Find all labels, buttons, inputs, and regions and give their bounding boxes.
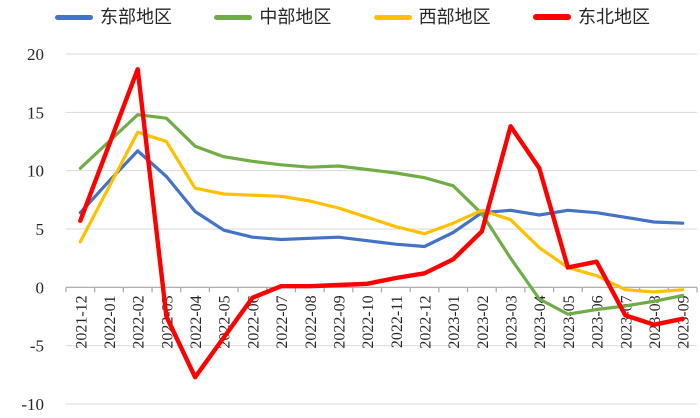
- y-tick-label: 0: [36, 278, 45, 297]
- legend-swatch-east: [55, 14, 93, 20]
- x-tick-label: 2022-11: [389, 295, 406, 348]
- legend-item-east: 东部地区: [55, 6, 172, 28]
- series-line-central: [78, 113, 685, 316]
- x-tick-label: 2023-08: [647, 295, 664, 348]
- legend: 东部地区 中部地区 西部地区 东北地区: [0, 6, 700, 28]
- y-tick-label: -5: [30, 337, 44, 356]
- x-tick-label: 2022-10: [360, 295, 377, 348]
- legend-label-central: 中部地区: [259, 7, 332, 27]
- y-tick-label: 10: [27, 162, 44, 181]
- legend-label-east: 东部地区: [100, 7, 172, 27]
- legend-item-central: 中部地区: [214, 6, 331, 28]
- x-tick-label: 2022-12: [418, 295, 435, 348]
- x-tick-label: 2023-05: [561, 295, 578, 348]
- legend-label-west: 西部地区: [418, 7, 491, 27]
- y-tick-label: 5: [36, 220, 45, 239]
- x-tick-label: 2022-01: [102, 295, 119, 348]
- x-tick-label: 2023-03: [504, 295, 521, 348]
- y-tick-label: 20: [27, 45, 44, 64]
- legend-swatch-central: [214, 14, 253, 20]
- x-tick-label: 2023-04: [532, 295, 549, 348]
- series-line-northeast: [78, 66, 685, 380]
- legend-label-northeast: 东北地区: [577, 7, 650, 27]
- x-tick-label: 2022-09: [331, 295, 348, 348]
- x-tick-label: 2023-09: [676, 295, 693, 348]
- legend-swatch-northeast: [532, 14, 571, 20]
- x-tick-label: 2023-02: [475, 295, 492, 348]
- y-tick-label: 15: [27, 103, 44, 122]
- legend-swatch-west: [373, 14, 412, 20]
- x-tick-label: 2022-08: [303, 295, 320, 348]
- x-tick-label: 2022-06: [245, 295, 262, 348]
- x-tick-label: 2022-07: [274, 295, 291, 348]
- x-tick-label: 2022-05: [217, 295, 234, 348]
- x-tick-label: 2023-06: [590, 295, 607, 348]
- x-tick-label: 2022-04: [188, 295, 205, 348]
- x-tick-label: 2023-01: [446, 295, 463, 348]
- legend-item-west: 西部地区: [373, 6, 491, 28]
- x-tick-label: 2022-02: [131, 295, 148, 348]
- series-line-east: [78, 149, 685, 249]
- x-tick-label: 2021-12: [73, 295, 90, 348]
- y-tick-label: -10: [21, 395, 44, 414]
- series-line-west: [78, 130, 685, 294]
- legend-item-northeast: 东北地区: [532, 6, 650, 28]
